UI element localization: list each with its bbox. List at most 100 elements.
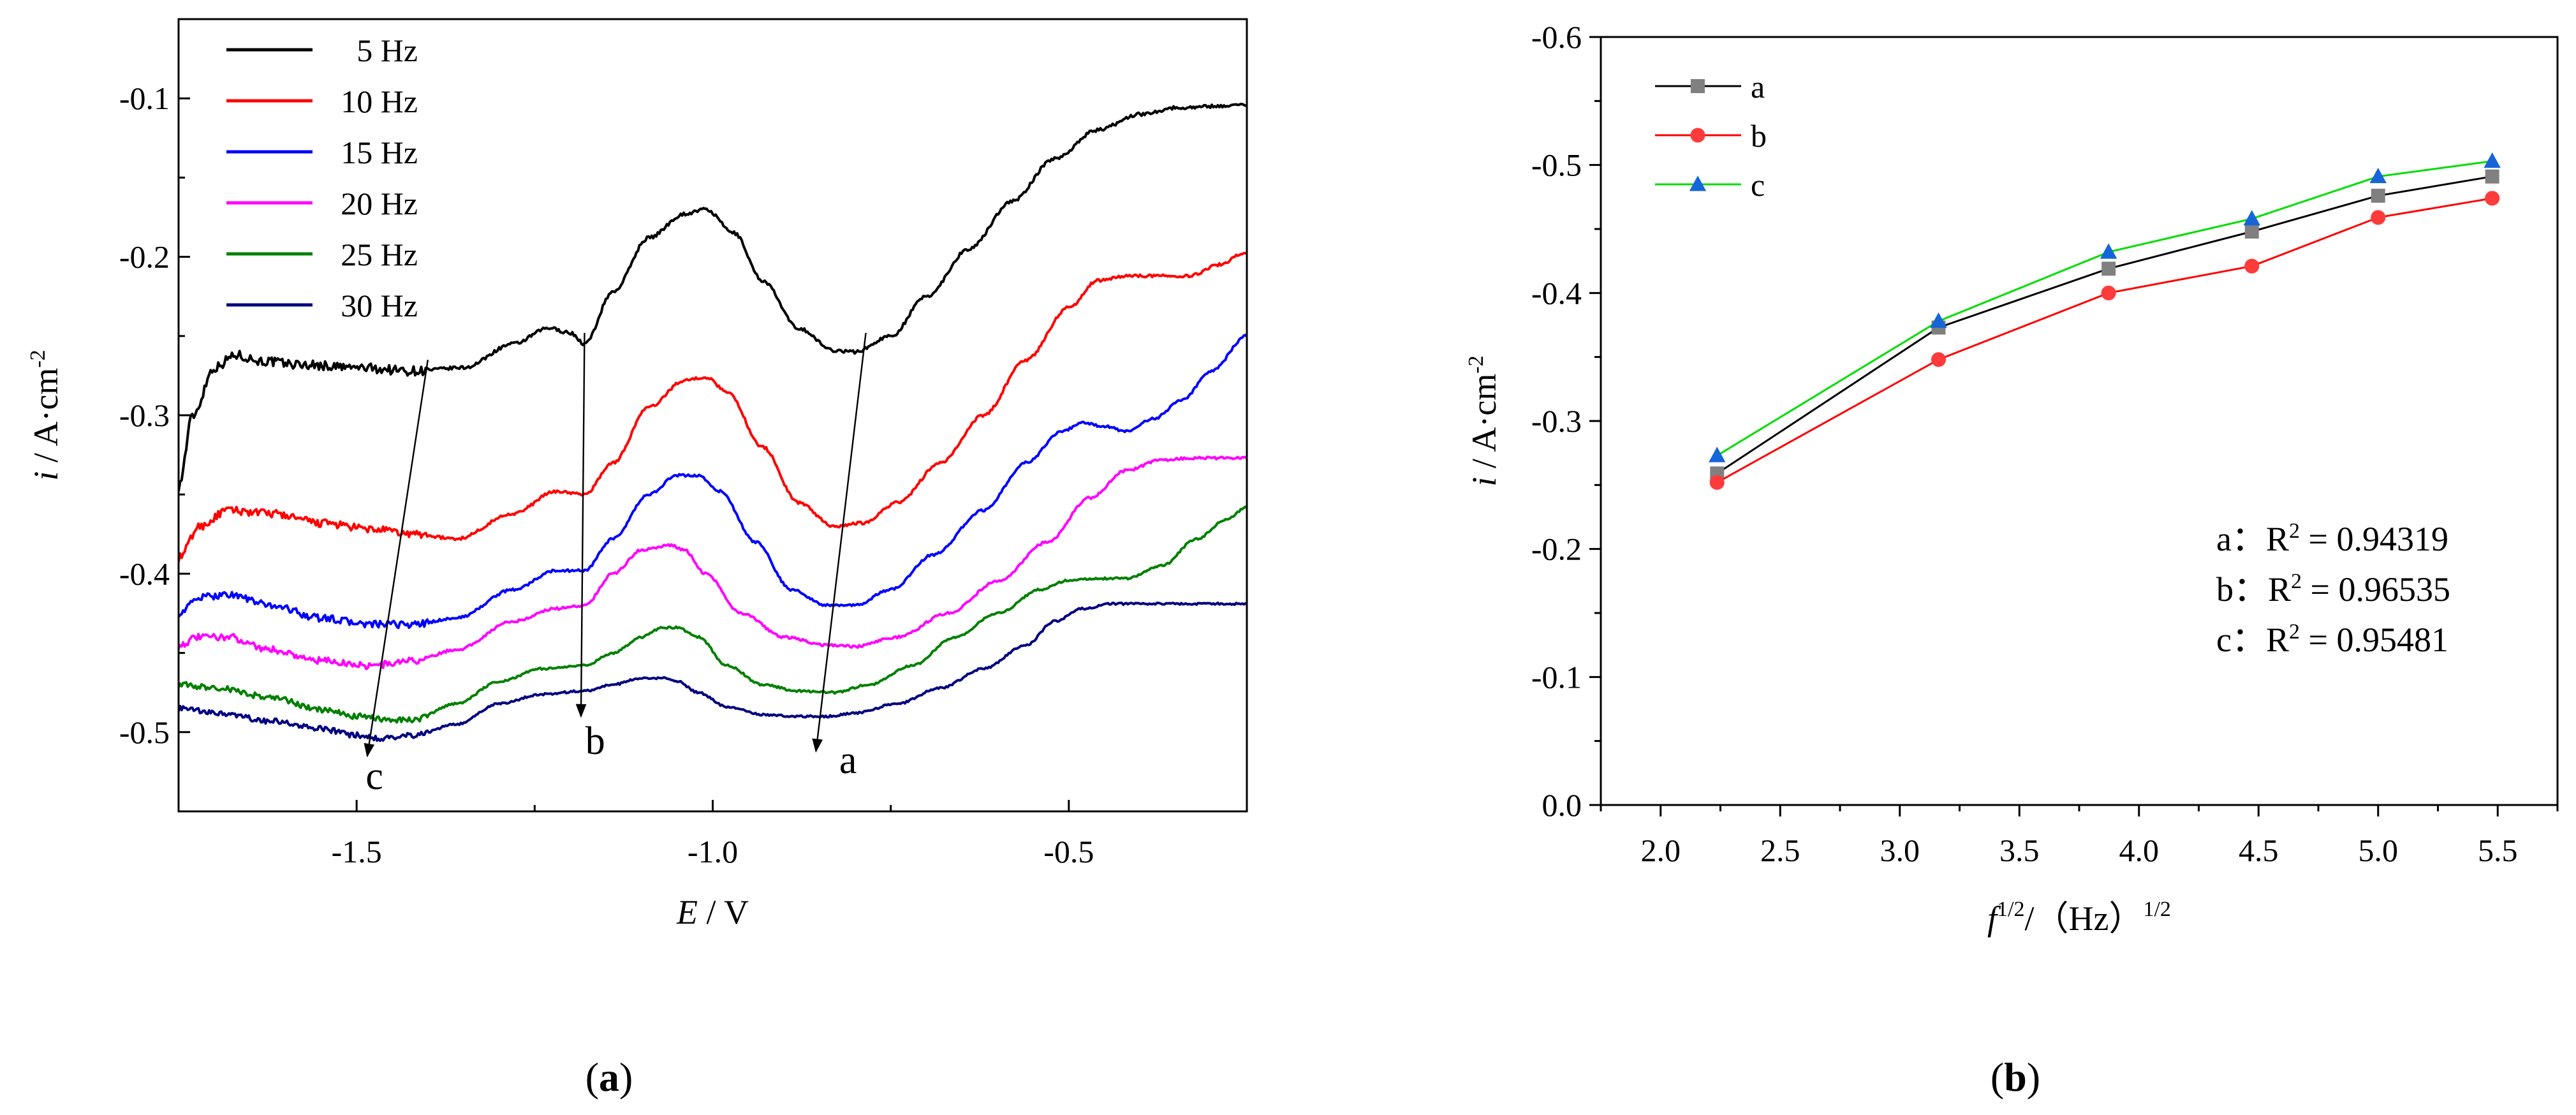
fit-annotation-sup: 2 (2289, 519, 2300, 543)
series-group (179, 103, 1247, 742)
panel-label-b-close: ) (2027, 1054, 2040, 1100)
series-line-5hz (179, 103, 1247, 492)
x-tick-label-b: 3.5 (1999, 832, 2040, 868)
data-point-c (2369, 167, 2387, 184)
y-tick-label-b: -0.4 (1531, 275, 1582, 311)
trend-arrow-label-b: b (585, 720, 605, 763)
data-point-c (2100, 243, 2117, 259)
data-point-b (1931, 352, 1947, 367)
legend-label-a: 10 Hz (341, 84, 418, 119)
fit-annotation-value: = 0.94319 (2300, 520, 2448, 558)
y-axis-title-a-var: i (27, 471, 65, 481)
fit-annotation-sup: 2 (2291, 570, 2302, 593)
data-point-b (2101, 285, 2116, 300)
y-tick-label-a: -0.4 (119, 556, 170, 591)
fit-annotation-prefix: c：R (2216, 621, 2289, 659)
x-tick-label-b: 5.0 (2359, 832, 2399, 868)
legend-label-a: 5 Hz (357, 33, 418, 68)
trend-arrow-b (575, 332, 587, 718)
panel-label-b: (b) (1991, 1054, 2040, 1100)
y-axis-title-a-sup: -2 (26, 350, 50, 367)
panel-label-a-open: ( (585, 1054, 599, 1100)
legend-label-b: b (1751, 118, 1767, 154)
series-line-15hz (179, 334, 1247, 630)
legend-label-b: c (1751, 167, 1765, 203)
x-axis-title-b-sup2: 1/2 (2143, 897, 2170, 921)
y-tick-label-b: -0.1 (1531, 659, 1582, 695)
legend-label-a: 20 Hz (341, 186, 418, 221)
legend-marker-b (1691, 79, 1705, 93)
trend-arrow-a (812, 332, 867, 753)
trend-arrow-c (364, 359, 429, 758)
trend-arrow-label-a: a (839, 739, 857, 782)
y-tick-label-a: -0.2 (119, 239, 170, 275)
fit-annotation-c: c：R2 = 0.95481 (2216, 620, 2448, 659)
series-line-c (1716, 160, 2492, 457)
y-tick-label-b: -0.6 (1531, 19, 1582, 55)
data-point-a (2485, 169, 2499, 184)
legend-marker-b (1689, 175, 1707, 191)
plot-frame-b (1600, 36, 2559, 806)
data-point-b (2371, 210, 2386, 225)
legend-marker-b (1690, 128, 1705, 143)
series-line-30hz (179, 602, 1247, 742)
x-tick-label-b: 3.0 (1880, 832, 1920, 868)
data-point-c (2243, 210, 2260, 226)
panel-label-a-letter: a (599, 1054, 619, 1100)
trend-arrow-label-c: c (365, 755, 383, 798)
data-point-c (2484, 152, 2501, 168)
x-tick-label-b: 2.0 (1641, 832, 1681, 868)
panel-label-b-letter: b (2004, 1054, 2027, 1100)
fit-annotation-prefix: a：R (2216, 520, 2289, 558)
data-point-c (1709, 447, 1726, 462)
panel-label-a-close: ) (619, 1054, 633, 1100)
y-axis-title-b-var: i (1465, 477, 1503, 487)
fit-annotation-a: a：R2 = 0.94319 (2216, 519, 2448, 558)
data-point-b (1709, 475, 1725, 490)
x-axis-title-a-var: E (676, 893, 698, 931)
data-point-a (2371, 188, 2385, 203)
y-tick-label-a: -0.5 (119, 714, 170, 750)
y-tick-label-a: -0.3 (119, 397, 170, 433)
x-axis-title-b-sup: 1/2 (1997, 897, 2024, 921)
y-tick-label-b: -0.3 (1531, 403, 1582, 439)
series-line-25hz (179, 505, 1247, 724)
x-tick-label-a: -1.5 (332, 834, 382, 869)
x-axis-title-a: E / V (676, 893, 749, 931)
legend-label-a: 30 Hz (341, 288, 418, 323)
y-tick-label-b: -0.2 (1531, 531, 1582, 567)
legend-label-b: a (1751, 69, 1765, 105)
y-axis-title-b: i / A·cm-2 (1464, 355, 1503, 486)
x-axis-title-b-unit: /（Hz） (2025, 899, 2144, 938)
fit-annotation-value: = 0.96535 (2302, 570, 2450, 609)
x-axis-title-a-unit: / V (698, 893, 749, 931)
x-tick-label-b: 5.5 (2478, 832, 2518, 868)
x-tick-label-b: 2.5 (1760, 832, 1800, 868)
x-tick-label-a: -1.0 (688, 834, 738, 869)
y-axis-title-b-sup: -2 (1464, 355, 1488, 373)
panel-label-a: (a) (585, 1054, 633, 1100)
x-tick-label-b: 4.0 (2119, 832, 2160, 868)
x-axis-title-b: f1/2/（Hz）1/2 (1987, 897, 2171, 938)
x-tick-label-a: -0.5 (1043, 834, 1094, 869)
fit-annotation-prefix: b：R (2216, 570, 2291, 609)
panel-b: 2.0 2.5 3.0 3.5 4.0 4.5 5.0 5.5 0.0 -0.1 -0.2 -0.3 -… (1464, 19, 2559, 1100)
data-point-b (2244, 258, 2260, 274)
y-tick-label-b: -0.5 (1531, 147, 1582, 183)
series-line-20hz (179, 455, 1247, 670)
panel-a: c b a -1.5 -1.0 -0.5 -0.1 -0.2 -0.3 -0.4 -0.5 E / V… (26, 18, 1248, 1100)
data-point-a (2244, 225, 2259, 239)
y-tick-label-a: -0.1 (119, 80, 170, 116)
series-line-10hz (179, 251, 1247, 563)
legend-label-a: 25 Hz (341, 237, 418, 272)
data-point-a (2101, 262, 2116, 276)
legend-a: 5 Hz 10 Hz 15 Hz 20 Hz 25 Hz 30 Hz (226, 33, 418, 323)
legend-b: abc (1655, 69, 1767, 203)
plot-frame-a (177, 18, 1248, 813)
series-line-a (1716, 175, 2492, 475)
y-axis-title-a: i / A·cm-2 (26, 350, 65, 480)
fit-annotation-b: b：R2 = 0.96535 (2216, 570, 2450, 609)
data-point-b (2485, 191, 2500, 206)
y-axis-title-b-unit: / A·cm (1465, 374, 1503, 477)
